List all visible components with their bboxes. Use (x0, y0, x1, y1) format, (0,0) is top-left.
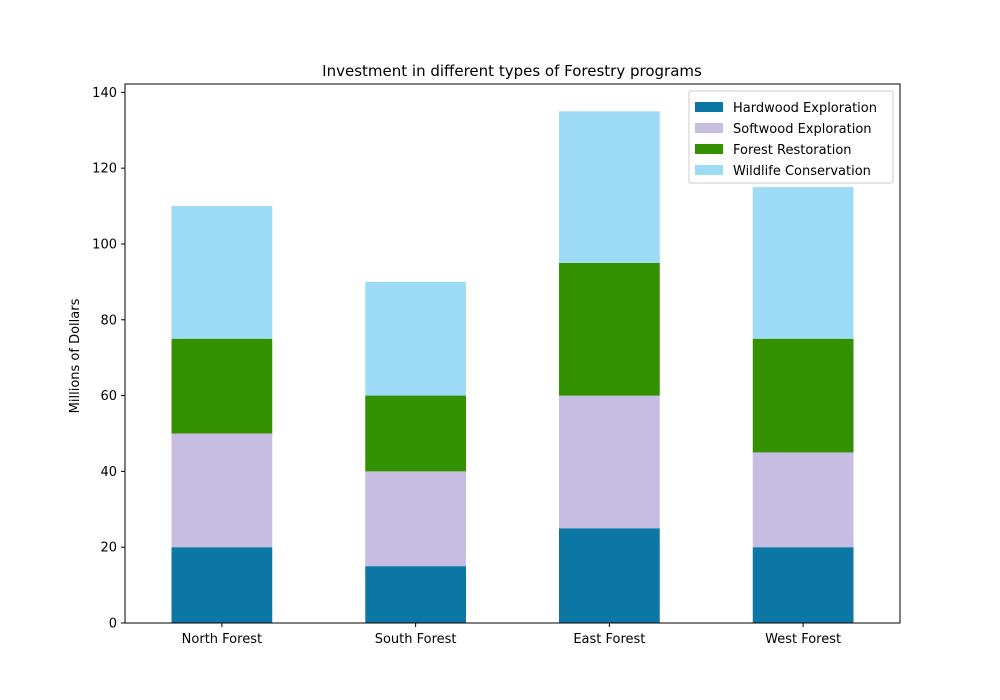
chart-title: Investment in different types of Forestr… (322, 62, 702, 80)
legend-swatch (695, 123, 723, 133)
bar-softwood-exploration-east-forest (559, 395, 660, 529)
legend-label: Wildlife Conservation (733, 164, 871, 179)
bar-wildlife-conservation-south-forest (365, 281, 466, 396)
bar-forest-restoration-east-forest (559, 262, 660, 396)
bar-hardwood-exploration-east-forest (559, 528, 660, 623)
bar-hardwood-exploration-west-forest (752, 547, 854, 623)
plot-frame (124, 83, 901, 624)
legend-box (688, 90, 894, 184)
legend-swatch (695, 102, 723, 112)
y-axis-label: Millions of Dollars (68, 298, 83, 413)
bar-forest-restoration-north-forest (171, 338, 273, 434)
bars-layer (171, 111, 854, 623)
bar-forest-restoration-west-forest (752, 338, 854, 453)
bar-wildlife-conservation-west-forest (752, 187, 854, 339)
y-tick-label: 20 (100, 541, 117, 556)
x-tick-label: South Forest (375, 632, 457, 647)
x-tick-label: East Forest (573, 632, 645, 647)
legend-swatch (695, 165, 723, 175)
bar-wildlife-conservation-north-forest (171, 206, 273, 339)
y-tick-label: 0 (109, 617, 117, 632)
legend-label: Softwood Exploration (733, 122, 872, 137)
x-tick-label: West Forest (765, 632, 841, 647)
bar-wildlife-conservation-east-forest (559, 111, 660, 263)
legend: Hardwood Exploration Softwood Exploration… (688, 90, 894, 184)
y-tick-label: 80 (100, 313, 117, 328)
legend-label: Forest Restoration (733, 143, 852, 158)
y-tick-label: 100 (92, 237, 117, 252)
bar-softwood-exploration-north-forest (171, 433, 273, 548)
bar-forest-restoration-south-forest (365, 395, 466, 472)
legend-label: Hardwood Exploration (733, 101, 877, 116)
bar-hardwood-exploration-north-forest (171, 547, 273, 623)
y-tick-label: 120 (92, 162, 117, 177)
y-tick-label: 140 (92, 86, 117, 101)
x-tick-label: North Forest (182, 632, 262, 647)
bar-softwood-exploration-west-forest (752, 452, 854, 548)
axes-layer: 0 20 40 60 80 100 120 140 North Forest South Fore… (92, 83, 901, 647)
legend-swatch (695, 144, 723, 154)
bar-hardwood-exploration-south-forest (365, 566, 466, 623)
y-tick-label: 40 (100, 465, 117, 480)
bar-softwood-exploration-south-forest (365, 471, 466, 567)
y-tick-label: 60 (100, 389, 117, 404)
